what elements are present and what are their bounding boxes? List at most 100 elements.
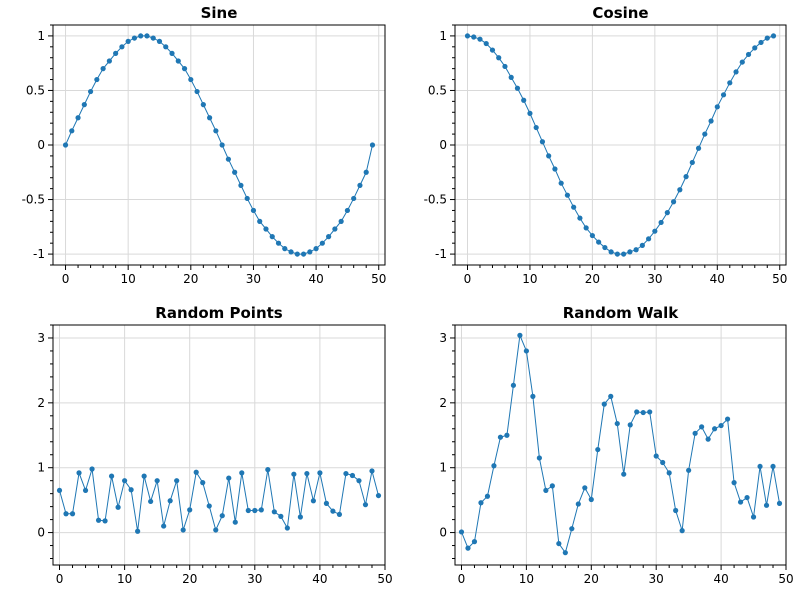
y-tick-label: -1 [435, 247, 447, 261]
data-point [692, 430, 698, 436]
data-point [95, 517, 102, 523]
x-tick-label: 0 [464, 272, 472, 286]
data-point [562, 550, 568, 556]
data-point [763, 502, 770, 508]
data-point [653, 453, 659, 459]
data-point [100, 66, 106, 72]
data-point [226, 475, 232, 481]
data-point [156, 38, 163, 44]
data-point [362, 502, 369, 508]
data-point [731, 480, 737, 486]
data-point [627, 249, 633, 255]
data-point [232, 519, 238, 525]
y-tick-label: 0 [37, 138, 45, 152]
data-point [652, 228, 658, 234]
data-point [69, 511, 76, 517]
data-point [330, 508, 336, 514]
data-point [686, 467, 692, 473]
data-point [596, 239, 602, 245]
data-point [239, 470, 245, 476]
data-point [483, 40, 489, 47]
x-tick-label: 30 [647, 272, 662, 286]
x-tick-label: 20 [584, 572, 599, 586]
data-point [733, 69, 739, 75]
x-tick-label: 20 [182, 572, 197, 586]
data-point [257, 218, 263, 224]
data-point [194, 88, 200, 95]
data-point [317, 470, 323, 476]
data-point [621, 251, 627, 257]
data-point [141, 473, 147, 479]
data-point [138, 33, 144, 39]
data-point [369, 468, 375, 474]
x-tick-label: 10 [522, 272, 537, 286]
data-point [244, 195, 250, 202]
data-point [543, 487, 549, 494]
data-point [523, 348, 529, 354]
data-point [131, 35, 138, 41]
data-point [464, 33, 471, 39]
data-point [219, 142, 225, 148]
data-point [76, 470, 82, 476]
data-point [633, 247, 639, 253]
data-point [491, 463, 497, 469]
data-point [125, 38, 131, 44]
data-point [558, 180, 564, 186]
data-point [504, 432, 510, 438]
y-tick-label: 0 [439, 138, 447, 152]
data-point [608, 249, 614, 255]
data-point [614, 420, 620, 427]
data-point [658, 219, 664, 226]
data-point [94, 76, 100, 83]
data-point [575, 501, 581, 507]
data-point [720, 92, 727, 98]
data-point [297, 514, 303, 520]
y-tick-label: 3 [37, 331, 45, 345]
data-point [219, 513, 225, 519]
data-point [238, 182, 244, 188]
data-point [660, 459, 666, 466]
data-point [595, 446, 601, 453]
data-point [150, 35, 156, 41]
x-tick-label: 50 [377, 572, 392, 586]
y-tick-label: -1 [33, 247, 45, 261]
cosine-panel: 0 10 20 30 40 50 -1 -0.5 0 0.5 1 Cosine [424, 4, 788, 286]
data-point [533, 124, 539, 131]
data-point [577, 215, 583, 221]
data-point [310, 498, 316, 504]
data-point [245, 507, 251, 514]
x-tick-label: 10 [519, 572, 534, 586]
data-point [288, 249, 294, 255]
data-point [634, 409, 640, 415]
plot-frame [52, 324, 386, 566]
data-point [714, 104, 720, 110]
data-point [213, 128, 219, 134]
data-point [356, 478, 362, 484]
data-point [702, 131, 708, 137]
data-point [517, 332, 523, 338]
x-tick-label: 30 [247, 572, 262, 586]
chart-title: Cosine [592, 4, 648, 22]
data-point [712, 426, 718, 432]
data-point [695, 145, 702, 151]
data-point [187, 507, 193, 513]
x-tick-label: 0 [458, 572, 466, 586]
chart-title: Random Points [155, 304, 283, 322]
data-point [263, 226, 269, 232]
data-point [521, 97, 527, 103]
data-point [489, 47, 496, 53]
x-tick-label: 40 [710, 272, 725, 286]
data-point [180, 527, 186, 533]
data-point [128, 487, 134, 493]
random-points-panel: 0 10 20 30 40 50 0 1 2 3 Random Points [37, 304, 392, 586]
data-point [161, 523, 167, 529]
data-point [200, 480, 206, 486]
data-point [496, 55, 502, 61]
data-point [752, 45, 758, 51]
data-point [571, 204, 577, 210]
data-point [163, 44, 169, 50]
data-point [666, 470, 672, 476]
data-point [527, 110, 533, 116]
data-point [497, 434, 504, 440]
